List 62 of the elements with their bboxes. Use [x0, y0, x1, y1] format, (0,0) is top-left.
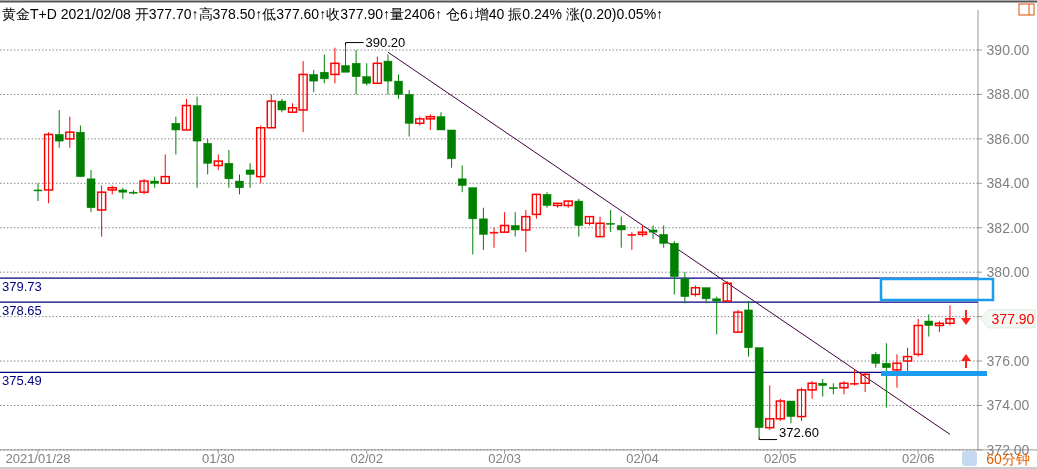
candlestick — [606, 209, 615, 233]
y-tick-label: 386.00 — [986, 130, 1030, 147]
x-tick-label: 2021/01/28 — [5, 450, 71, 466]
y-tick-label: 382.00 — [986, 219, 1030, 236]
candlestick — [924, 313, 934, 338]
candlestick — [266, 93, 277, 129]
text: 377.90 — [991, 310, 1035, 327]
y-tick-label: 374.00 — [986, 397, 1030, 414]
candlestick — [659, 225, 668, 249]
candlestick — [457, 165, 467, 193]
annotation: 372.60 — [779, 425, 819, 441]
candlestick — [775, 398, 786, 422]
candlestick — [330, 47, 340, 84]
candlestick — [764, 384, 775, 431]
candlestick — [171, 116, 181, 155]
candlestick — [680, 271, 690, 304]
candlestick — [320, 53, 329, 84]
candlestick — [235, 173, 244, 195]
candlestick — [203, 138, 212, 175]
annotation: 390.20 — [365, 35, 406, 51]
y-tick-label: 380.00 — [986, 264, 1030, 281]
candlestick — [786, 400, 796, 424]
y-tick-label: 384.00 — [986, 175, 1030, 192]
candlestick — [902, 347, 913, 373]
candlestick — [913, 318, 923, 358]
candlestick — [372, 56, 383, 85]
candlestick — [648, 225, 658, 240]
x-tick-label: 02/06 — [901, 450, 935, 466]
candlestick — [309, 69, 318, 93]
ref-line-label: 379.73 — [2, 279, 42, 295]
candlestick — [181, 98, 192, 131]
candlestick — [96, 185, 107, 238]
candlestick — [531, 193, 542, 220]
candlestick — [510, 211, 520, 238]
y-tick-label: 388.00 — [986, 86, 1030, 103]
y-tick-label: 390.00 — [986, 41, 1030, 58]
candlestick — [54, 109, 64, 149]
candlestick — [722, 280, 733, 302]
ref-line-label: 378.65 — [2, 303, 42, 319]
x-tick-label: 02/03 — [488, 450, 521, 466]
candlestick — [224, 149, 234, 189]
x-tick-label: 02/02 — [350, 450, 384, 466]
x-tick-label: 02/04 — [626, 450, 659, 466]
candlestick — [479, 207, 488, 251]
x-tick-label: 01/30 — [202, 450, 235, 466]
candlestick — [892, 353, 902, 389]
candlestick — [617, 216, 626, 249]
candlestick — [160, 153, 171, 185]
y-tick-label: 376.00 — [986, 352, 1030, 369]
candlestick — [255, 125, 266, 184]
ref-line-label: 375.49 — [2, 373, 42, 389]
candlestick — [139, 178, 149, 195]
candlestick — [43, 131, 54, 204]
candlestick — [65, 116, 75, 149]
candlestick — [245, 162, 255, 189]
candlestick — [33, 182, 43, 202]
x-tick-label: 02/05 — [764, 450, 797, 466]
chart-title: 黄金T+D 2021/02/08 开377.70↑高378.50↑低377.60↑收377.90↑量2406↑ 仓6↓增40 振0.24% 涨(0.20)0.05%↑ — [2, 6, 664, 22]
candlestick — [521, 209, 531, 253]
candlestick — [733, 309, 743, 333]
candlestick — [690, 284, 701, 298]
candlestick — [882, 342, 891, 409]
